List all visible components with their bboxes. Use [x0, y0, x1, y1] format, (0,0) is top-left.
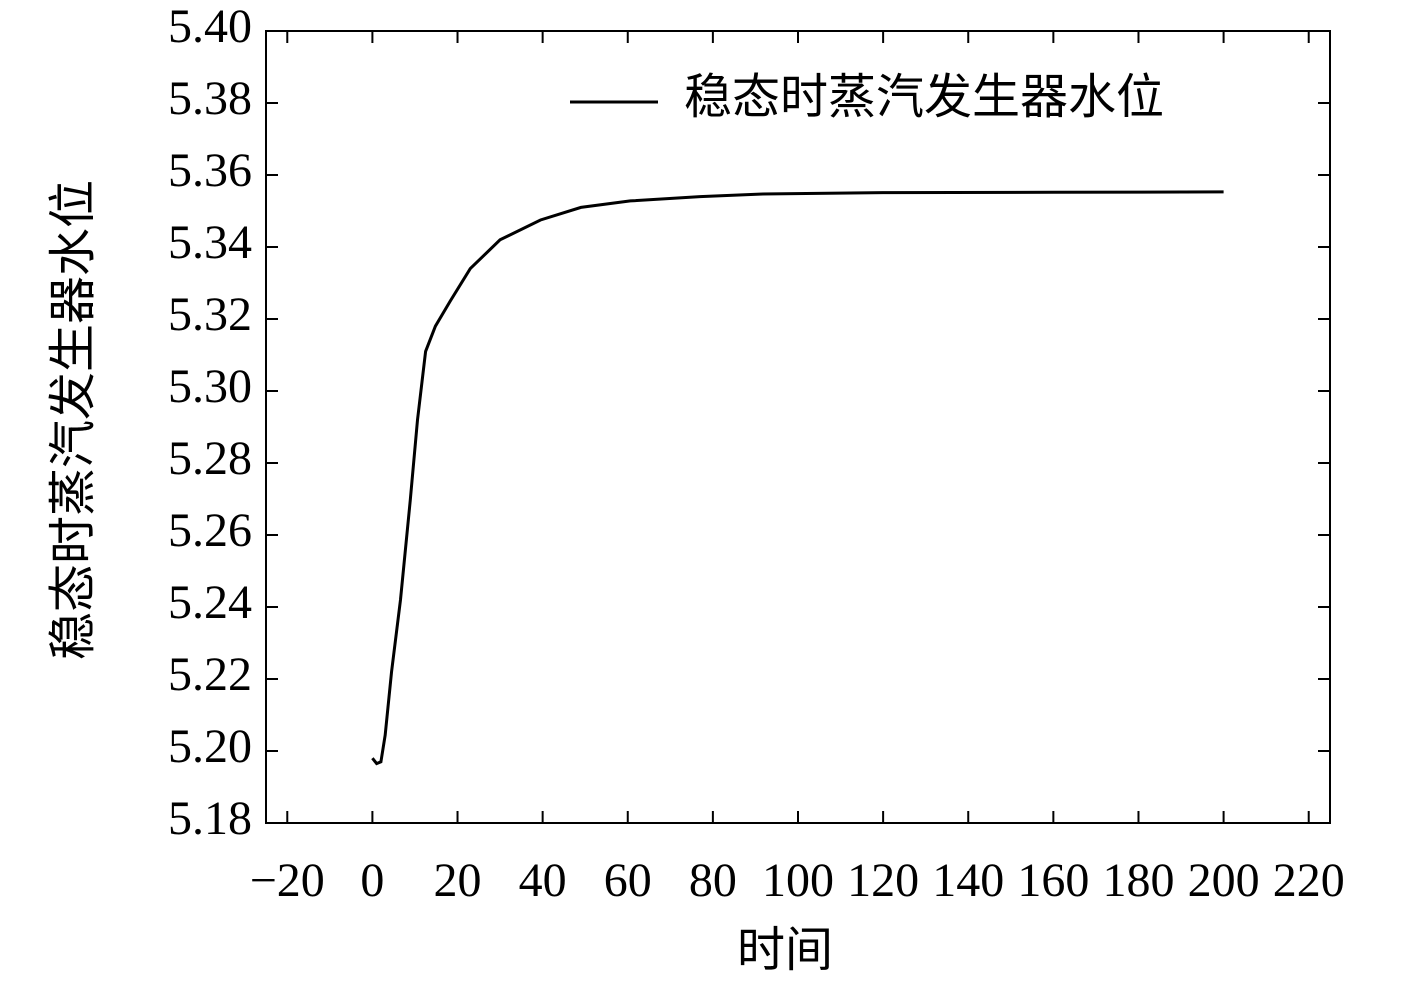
x-axis-label: 时间 [737, 924, 833, 977]
y-tick-label: 5.40 [168, 0, 252, 53]
y-tick-label: 5.32 [168, 288, 252, 341]
y-tick-label: 5.24 [168, 576, 252, 629]
y-tick-label: 5.26 [168, 504, 252, 557]
x-tick-label: 140 [932, 854, 1004, 907]
x-tick-label: 200 [1188, 854, 1260, 907]
y-tick-label: 5.28 [168, 432, 252, 485]
y-tick-label: 5.20 [168, 720, 252, 773]
x-tick-label: 120 [847, 854, 919, 907]
x-tick-label: 160 [1017, 854, 1089, 907]
plot-frame [265, 30, 1331, 824]
y-axis-label: 稳态时蒸汽发生器水位 [47, 180, 100, 660]
y-tick-label: 5.38 [168, 72, 252, 125]
y-tick-label: 5.36 [168, 144, 252, 197]
x-tick-label: 60 [604, 854, 652, 907]
y-tick-label: 5.22 [168, 648, 252, 701]
legend-label: 稳态时蒸汽发生器水位 [684, 71, 1164, 124]
y-tick-label: 5.30 [168, 360, 252, 413]
y-tick-label: 5.18 [168, 792, 252, 845]
y-tick-label: 5.34 [168, 216, 252, 269]
x-tick-label: 40 [519, 854, 567, 907]
x-tick-label: 0 [360, 854, 384, 907]
x-tick-label: 80 [689, 854, 737, 907]
data-line [371, 190, 1224, 766]
x-tick-label: −20 [250, 854, 325, 907]
x-tick-label: 180 [1102, 854, 1174, 907]
x-tick-label: 100 [762, 854, 834, 907]
x-tick-label: 20 [434, 854, 482, 907]
x-tick-label: 220 [1273, 854, 1345, 907]
